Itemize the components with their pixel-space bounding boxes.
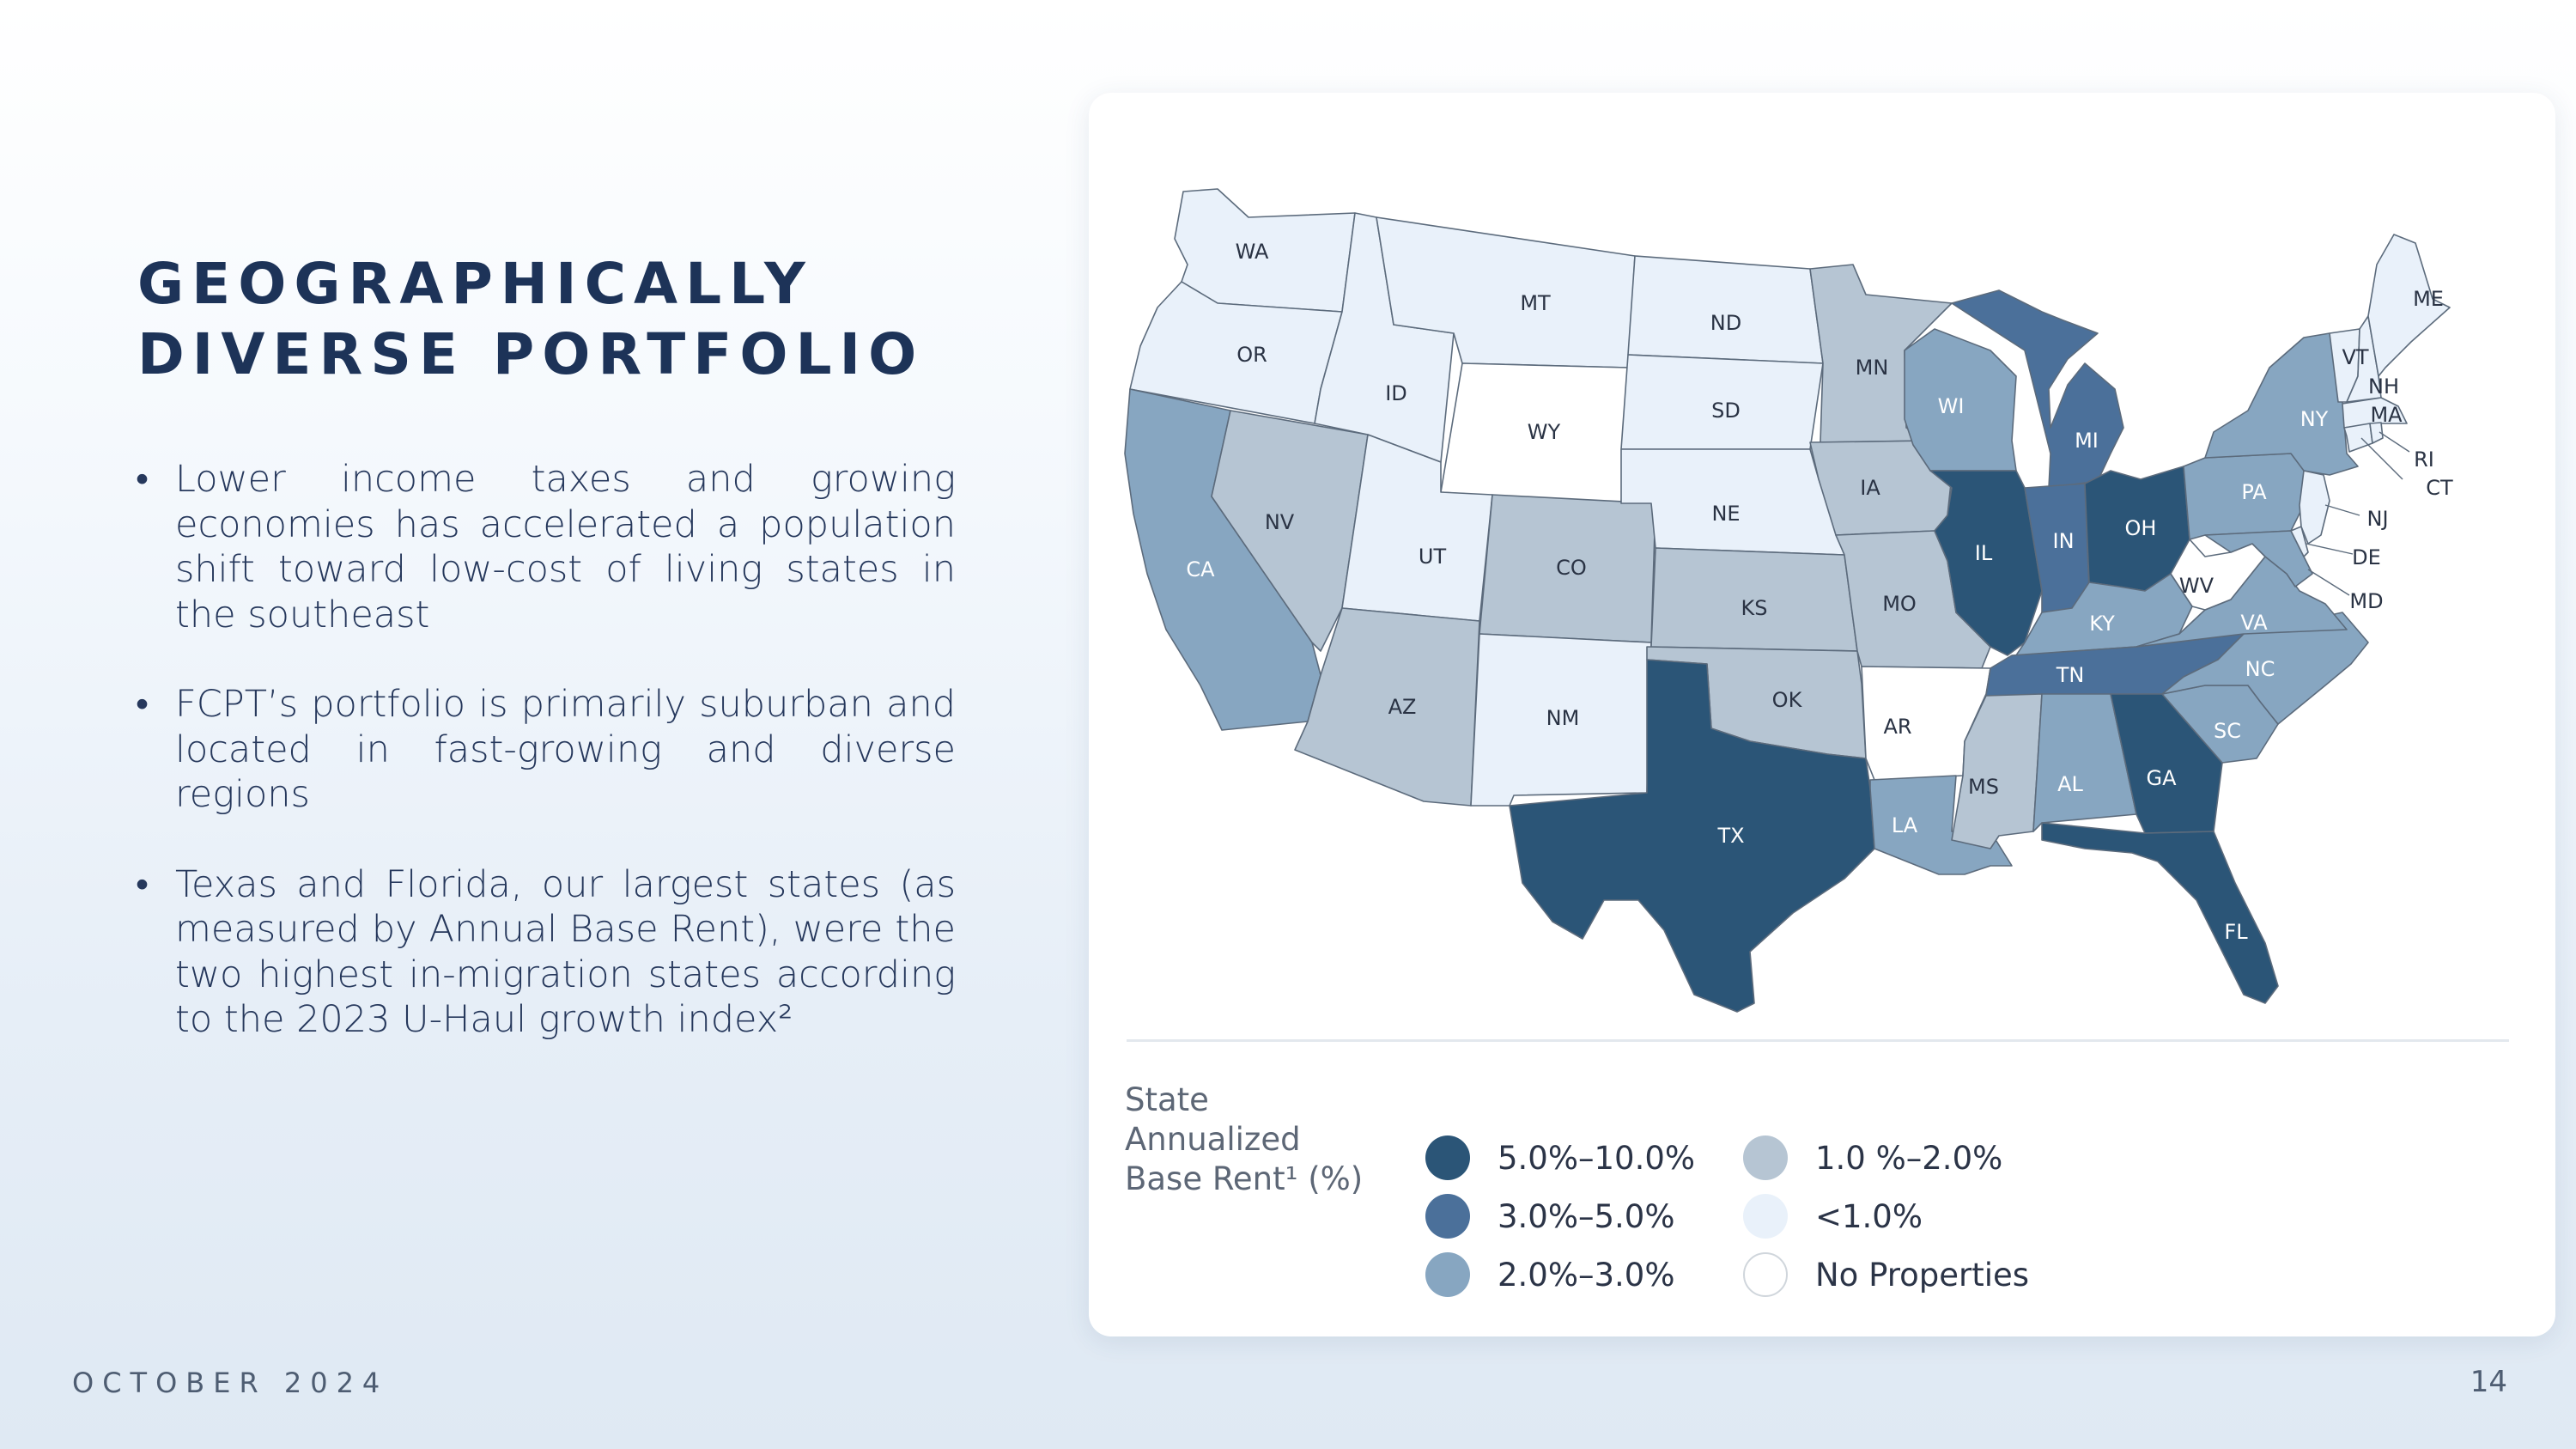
us-map: WA OR CA NV ID MT WY UT AZ CO NM ND SD NE KS OK TX MN IA MO…	[1124, 188, 2453, 1013]
state-label-pa: PA	[2241, 480, 2267, 504]
legend-label: 3.0%–5.0%	[1498, 1197, 1675, 1235]
state-label-id: ID	[1385, 381, 1407, 405]
state-label-ne: NE	[1711, 502, 1740, 526]
legend-label: No Properties	[1815, 1256, 2030, 1294]
legend-title-line: State	[1125, 1081, 1209, 1118]
state-label-ok: OK	[1772, 688, 1803, 712]
bullet-item: Lower income taxes and growing economies…	[136, 457, 956, 637]
leader-line-ct	[2360, 437, 2403, 480]
state-label-al: AL	[2057, 772, 2083, 796]
footer-date: OCTOBER 2024	[72, 1367, 389, 1399]
legend-title: State Annualized Base Rent¹ (%)	[1125, 1081, 1382, 1199]
state-label-nv: NV	[1265, 510, 1295, 534]
state-label-tx: TX	[1716, 824, 1744, 848]
state-label-mn: MN	[1856, 356, 1889, 380]
page-number: 14	[2470, 1365, 2507, 1399]
state-label-wy: WY	[1528, 420, 1561, 444]
bullet-item: Texas and Florida, our largest states (a…	[136, 862, 956, 1043]
state-label-va: VA	[2240, 611, 2268, 635]
state-label-ri: RI	[2414, 447, 2434, 472]
state-label-tn: TN	[2056, 663, 2085, 687]
state-label-fl: FL	[2224, 920, 2248, 944]
legend-label: 5.0%–10.0%	[1498, 1139, 1696, 1177]
state-label-wi: WI	[1938, 394, 1965, 418]
state-label-or: OR	[1236, 343, 1267, 367]
state-label-nh: NH	[2368, 374, 2399, 399]
state-label-vt: VT	[2342, 345, 2368, 369]
leader-line-de	[2306, 543, 2354, 555]
state-wi	[1904, 328, 2017, 472]
state-nj	[2299, 470, 2330, 545]
state-label-ma: MA	[2370, 403, 2403, 427]
state-label-ca: CA	[1186, 557, 1215, 581]
legend-item-tier-5: <1.0%	[1743, 1192, 1923, 1240]
state-label-wa: WA	[1236, 240, 1269, 264]
legend-item-tier-2: 3.0%–5.0%	[1425, 1192, 1675, 1240]
legend-title-line: Annualized	[1125, 1121, 1301, 1158]
state-label-ms: MS	[1968, 775, 1999, 799]
state-label-ia: IA	[1860, 476, 1880, 500]
legend-label: 1.0 %–2.0%	[1815, 1139, 2003, 1177]
state-label-nj: NJ	[2366, 507, 2388, 531]
map-card: WA OR CA NV ID MT WY UT AZ CO NM ND SD NE KS OK TX MN IA MO…	[1089, 93, 2555, 1336]
leader-line-md	[2307, 569, 2350, 596]
state-label-az: AZ	[1388, 695, 1417, 719]
state-label-ks: KS	[1741, 596, 1768, 620]
state-label-nd: ND	[1710, 311, 1741, 335]
state-mi	[1951, 289, 2124, 489]
legend-swatch	[1425, 1194, 1470, 1239]
title-line-2: DIVERSE PORTFOLIO	[137, 321, 925, 387]
state-label-mi: MI	[2075, 429, 2099, 453]
state-fl	[2041, 822, 2279, 1004]
legend-item-no-properties: No Properties	[1743, 1251, 2029, 1299]
state-tx	[1509, 659, 1875, 1013]
legend-title-line: Base Rent¹ (%)	[1125, 1160, 1364, 1197]
legend-divider	[1127, 1039, 2509, 1042]
state-label-ut: UT	[1419, 545, 1447, 569]
legend-swatch	[1743, 1135, 1788, 1180]
state-label-ct: CT	[2426, 476, 2453, 500]
state-al	[2032, 693, 2137, 832]
leader-line-nj	[2324, 504, 2360, 516]
state-label-ky: KY	[2089, 612, 2115, 636]
state-label-wv: WV	[2179, 574, 2215, 598]
state-label-ny: NY	[2300, 407, 2329, 431]
legend-swatch	[1743, 1252, 1788, 1297]
state-label-me: ME	[2413, 287, 2444, 311]
legend-item-tier-4: 1.0 %–2.0%	[1743, 1134, 2002, 1182]
state-label-oh: OH	[2125, 516, 2157, 540]
state-label-de: DE	[2352, 545, 2381, 569]
legend-label: <1.0%	[1815, 1197, 1923, 1235]
bullet-item: FCPT’s portfolio is primarily suburban a…	[136, 682, 956, 818]
state-la	[1869, 775, 2013, 875]
legend-swatch	[1425, 1135, 1470, 1180]
state-ct	[2343, 423, 2373, 453]
title-line-1: GEOGRAPHICALLY	[137, 251, 813, 317]
state-nd	[1627, 255, 1824, 364]
state-label-il: IL	[1975, 541, 1993, 565]
state-ri	[2369, 422, 2384, 444]
legend-label: 2.0%–3.0%	[1498, 1256, 1675, 1294]
state-label-co: CO	[1556, 556, 1587, 580]
state-label-sc: SC	[2214, 719, 2241, 743]
state-label-nm: NM	[1546, 706, 1580, 730]
state-label-md: MD	[2349, 589, 2383, 613]
legend-item-tier-3: 2.0%–3.0%	[1425, 1251, 1675, 1299]
state-label-sd: SD	[1711, 399, 1741, 423]
state-label-ar: AR	[1883, 715, 1911, 739]
state-label-mt: MT	[1520, 291, 1551, 315]
legend-item-tier-1: 5.0%–10.0%	[1425, 1134, 1695, 1182]
legend-swatch	[1743, 1194, 1788, 1239]
page-title: GEOGRAPHICALLY DIVERSE PORTFOLIO	[137, 249, 924, 390]
state-de	[2290, 526, 2309, 557]
legend-swatch	[1425, 1252, 1470, 1297]
state-label-la: LA	[1892, 813, 1918, 837]
state-label-mo: MO	[1882, 592, 1917, 616]
bullet-list: Lower income taxes and growing economies…	[136, 457, 956, 1087]
state-me	[2367, 234, 2451, 377]
state-label-ga: GA	[2146, 766, 2177, 790]
leader-line-ri	[2379, 431, 2410, 453]
state-label-nc: NC	[2245, 657, 2275, 681]
state-label-in: IN	[2052, 529, 2074, 553]
